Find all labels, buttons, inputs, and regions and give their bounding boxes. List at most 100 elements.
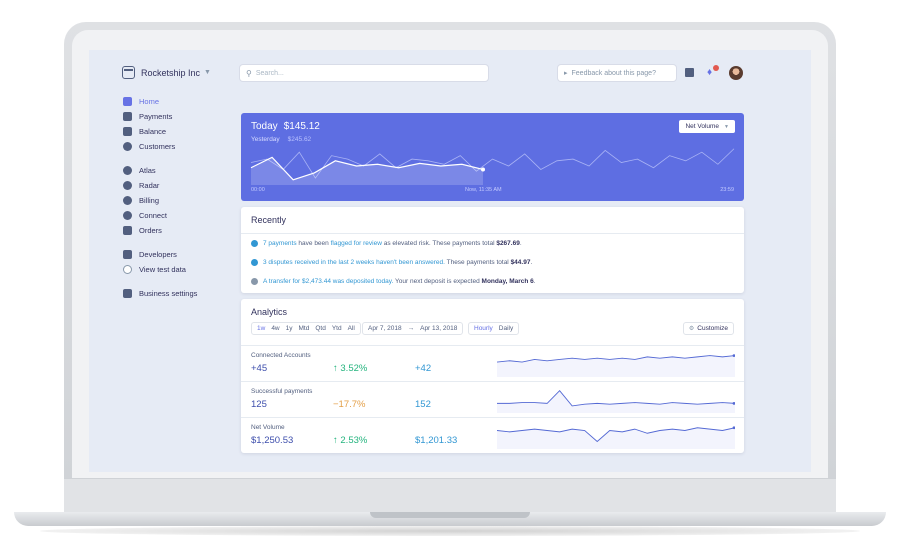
customers-icon xyxy=(123,142,132,151)
range-option[interactable]: All xyxy=(347,325,355,332)
avatar[interactable] xyxy=(729,66,743,80)
range-option[interactable]: Ytd xyxy=(331,325,342,332)
account-name: Rocketship Inc xyxy=(141,67,201,78)
account-switcher[interactable]: Rocketship Inc ▼ xyxy=(122,66,211,79)
recent-activity-item: A transfer for $2,473.44 was deposited t… xyxy=(251,278,536,285)
recent-link[interactable]: was deposited today. xyxy=(330,278,394,285)
notification-badge xyxy=(713,65,719,71)
metric-change-value: 3.52% xyxy=(340,363,368,374)
analytics-card: Analytics 1w 4w 1y Mtd Qtd Ytd All Apr 7, 2018… xyxy=(241,299,744,453)
range-option[interactable]: 4w xyxy=(271,325,280,332)
sidebar-item-label: Connect xyxy=(139,211,167,220)
arrow-up-icon: ↑ xyxy=(333,435,341,446)
metric-change-value: 2.53% xyxy=(340,435,368,446)
chevron-down-icon: ▼ xyxy=(724,123,729,130)
metric-label: Successful payments xyxy=(251,388,313,395)
bell-icon[interactable]: ♦ xyxy=(707,67,713,78)
recent-link[interactable]: 3 disputes xyxy=(263,259,293,266)
range-option[interactable]: 1w xyxy=(257,325,266,332)
metric-sparkline xyxy=(497,426,735,449)
sparkline-area xyxy=(497,355,735,377)
sidebar-item-label: Atlas xyxy=(139,166,156,175)
yesterday-label: Yesterday xyxy=(251,136,280,143)
metric-sparkline xyxy=(497,390,735,413)
sidebar-item-billing[interactable]: Billing xyxy=(123,193,233,208)
toggle-icon xyxy=(123,265,132,274)
sidebar-item-payments[interactable]: Payments xyxy=(123,109,233,124)
nav-gap xyxy=(123,154,233,163)
payments-icon xyxy=(123,112,132,121)
time-now-label: Now, 11:35 AM xyxy=(465,187,502,193)
metric-change: ↑ 3.52% xyxy=(333,363,367,374)
metric-sparkline xyxy=(497,354,735,377)
sidebar-item-view-test-data[interactable]: View test data xyxy=(123,262,233,277)
recent-link[interactable]: A transfer for $2,473.44 xyxy=(263,278,331,285)
today-volume-card: Today $145.12 Yesterday $245.62 Net Volume… xyxy=(241,113,744,201)
arrow-up-icon: ↑ xyxy=(333,363,341,374)
metric-selector-label: Net Volume xyxy=(685,123,720,130)
range-selector: 1w 4w 1y Mtd Qtd Ytd All xyxy=(251,322,361,335)
granularity-selector: Hourly Daily xyxy=(468,322,520,335)
time-start-label: 00:00 xyxy=(251,187,265,193)
metric-selector[interactable]: Net Volume ▼ xyxy=(679,120,735,133)
transfer-icon xyxy=(251,278,258,285)
sidebar-item-balance[interactable]: Balance xyxy=(123,124,233,139)
range-option[interactable]: Qtd xyxy=(315,325,326,332)
docs-icon[interactable] xyxy=(685,68,694,77)
sidebar-item-orders[interactable]: Orders xyxy=(123,223,233,238)
feedback-button[interactable]: ▸ Feedback about this page? xyxy=(558,65,676,81)
search-input[interactable]: ⚲ Search... xyxy=(240,65,488,81)
today-line xyxy=(250,156,484,181)
sidebar-item-business-settings[interactable]: Business settings xyxy=(123,286,233,301)
sparkline-end xyxy=(732,426,735,430)
recent-activity-item: 7 payments have been flagged for review … xyxy=(251,240,522,247)
orders-icon xyxy=(123,226,132,235)
sparkline-area xyxy=(497,427,735,449)
range-option[interactable]: Mtd xyxy=(298,325,310,332)
search-icon: ⚲ xyxy=(246,68,252,78)
range-option[interactable]: 1y xyxy=(285,325,293,332)
metric-label: Connected Accounts xyxy=(251,352,311,359)
recent-text: Your next deposit is expected xyxy=(393,278,482,285)
atlas-icon xyxy=(123,166,132,175)
alert-icon xyxy=(251,240,258,247)
today-label: Today xyxy=(251,121,278,132)
now-marker xyxy=(481,167,485,172)
search-placeholder: Search... xyxy=(255,69,284,77)
sidebar-item-atlas[interactable]: Atlas xyxy=(123,163,233,178)
sidebar-item-label: Customers xyxy=(139,142,176,151)
billing-icon xyxy=(123,196,132,205)
metric-change: ↑ 2.53% xyxy=(333,435,367,446)
sidebar-item-radar[interactable]: Radar xyxy=(123,178,233,193)
analytics-row[interactable]: Successful payments 125 −17.7% 152 xyxy=(241,381,744,417)
recent-link[interactable]: flagged for review xyxy=(330,240,382,247)
sidebar-item-label: Developers xyxy=(139,250,177,259)
granularity-option[interactable]: Daily xyxy=(498,325,514,332)
analytics-title: Analytics xyxy=(251,307,288,317)
home-icon xyxy=(123,97,132,106)
analytics-row[interactable]: Connected Accounts +45 ↑ 3.52% +42 xyxy=(241,345,744,381)
recent-text: . xyxy=(533,278,536,285)
date-range-picker[interactable]: Apr 7, 2018 → Apr 13, 2018 xyxy=(362,322,464,335)
sidebar-item-home[interactable]: Home xyxy=(123,94,233,109)
recent-link[interactable]: received in the last 2 weeks haven't bee… xyxy=(292,259,445,266)
recent-link[interactable]: 7 payments xyxy=(263,240,297,247)
sidebar-item-label: Balance xyxy=(139,127,167,136)
today-value: $145.12 xyxy=(283,121,320,132)
today-summary: Today $145.12 xyxy=(251,121,320,132)
granularity-option[interactable]: Hourly xyxy=(474,325,493,332)
customize-label: Customize xyxy=(697,325,728,332)
recent-text: . xyxy=(519,240,522,247)
sidebar-item-connect[interactable]: Connect xyxy=(123,208,233,223)
sidebar-item-label: Payments xyxy=(139,112,173,121)
yesterday-line xyxy=(250,148,735,179)
dashboard-screen: Rocketship Inc ▼ ⚲ Search... ▸ Feedback … xyxy=(89,50,811,472)
sidebar-item-customers[interactable]: Customers xyxy=(123,139,233,154)
sidebar-item-label: Orders xyxy=(139,226,162,235)
customize-button[interactable]: ⚙ Customize xyxy=(682,322,734,335)
nav-gap xyxy=(123,238,233,247)
analytics-row[interactable]: Net Volume $1,250.53 ↑ 2.53% $1,201.33 xyxy=(241,417,744,453)
date-to: Apr 13, 2018 xyxy=(420,325,458,332)
sidebar-item-developers[interactable]: Developers xyxy=(123,247,233,262)
sidebar-item-label: Home xyxy=(139,97,160,106)
